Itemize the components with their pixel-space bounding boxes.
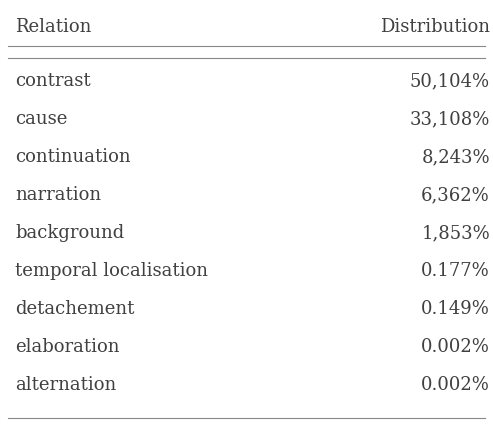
Text: alternation: alternation bbox=[15, 376, 116, 394]
Text: contrast: contrast bbox=[15, 72, 91, 90]
Text: background: background bbox=[15, 224, 124, 242]
Text: elaboration: elaboration bbox=[15, 338, 119, 356]
Text: 0.002%: 0.002% bbox=[421, 338, 490, 356]
Text: Relation: Relation bbox=[15, 18, 91, 36]
Text: 0.177%: 0.177% bbox=[421, 262, 490, 280]
Text: narration: narration bbox=[15, 186, 101, 204]
Text: 6,362%: 6,362% bbox=[421, 186, 490, 204]
Text: 1,853%: 1,853% bbox=[421, 224, 490, 242]
Text: 0.002%: 0.002% bbox=[421, 376, 490, 394]
Text: cause: cause bbox=[15, 110, 68, 128]
Text: 50,104%: 50,104% bbox=[410, 72, 490, 90]
Text: 8,243%: 8,243% bbox=[422, 148, 490, 166]
Text: continuation: continuation bbox=[15, 148, 131, 166]
Text: detachement: detachement bbox=[15, 300, 135, 318]
Text: 33,108%: 33,108% bbox=[410, 110, 490, 128]
Text: Distribution: Distribution bbox=[380, 18, 490, 36]
Text: 0.149%: 0.149% bbox=[421, 300, 490, 318]
Text: temporal localisation: temporal localisation bbox=[15, 262, 208, 280]
